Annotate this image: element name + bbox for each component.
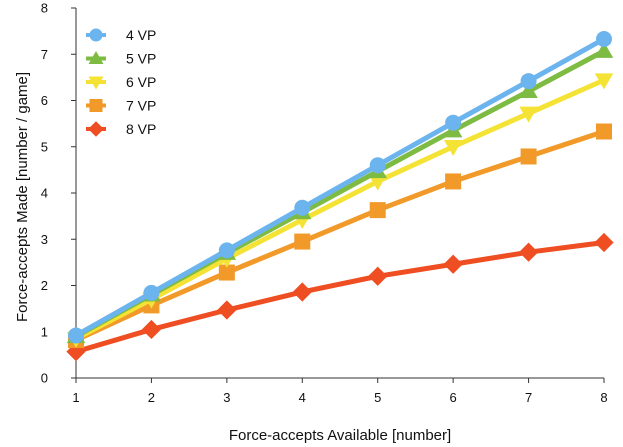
data-point-7-vp <box>294 233 311 250</box>
x-tick-labels: 1 2 3 4 5 6 7 8 <box>72 378 608 405</box>
legend-item-7-vp: 7 VP <box>86 98 156 114</box>
data-point-6-vp <box>519 106 538 123</box>
data-point-4-vp <box>369 157 386 174</box>
legend-label: 4 VP <box>126 27 156 43</box>
data-point-4-vp <box>445 114 462 131</box>
series-line-4-vp <box>73 36 607 338</box>
data-point-4-vp <box>596 30 612 47</box>
data-point-4-vp <box>218 242 235 259</box>
y-tick-label: 3 <box>41 232 48 247</box>
data-point-6-vp <box>443 139 463 156</box>
data-point-6-vp <box>368 174 387 191</box>
series-line-7-vp <box>73 128 607 343</box>
data-point-8-vp <box>66 342 86 362</box>
data-point-7-vp <box>520 148 537 165</box>
data-point-7-vp <box>445 173 462 190</box>
legend-item-6-vp: 6 VP <box>86 74 156 90</box>
data-point-4-vp <box>143 284 160 301</box>
legend-marker-7-vp <box>89 99 103 112</box>
x-tick-label: 5 <box>374 390 381 405</box>
data-point-7-vp <box>369 202 386 219</box>
x-tick-label: 3 <box>223 390 230 405</box>
data-point-8-vp <box>594 232 614 253</box>
data-point-5-vp <box>519 82 538 99</box>
data-point-7-vp <box>218 264 235 281</box>
y-tick-label: 6 <box>41 93 48 108</box>
x-tick-label: 4 <box>299 390 306 405</box>
legend-marker-6-vp <box>88 76 104 90</box>
legend-marker-8-vp <box>88 121 104 137</box>
x-tick-label: 7 <box>525 390 532 405</box>
data-point-8-vp <box>217 300 237 320</box>
x-tick-label: 2 <box>148 390 155 405</box>
y-tick-label: 4 <box>41 186 48 201</box>
series-7-vp <box>68 123 612 349</box>
legend-item-8-vp: 8 VP <box>86 121 156 137</box>
legend-marker-5-vp <box>88 51 104 65</box>
data-point-8-vp <box>518 242 539 262</box>
legend-label: 8 VP <box>126 121 156 137</box>
data-point-4-vp <box>520 73 537 90</box>
legend-marker-4-vp <box>89 28 103 42</box>
y-tick-labels: 0 1 2 3 4 5 6 7 8 <box>41 1 76 386</box>
y-axis-title: Force-accepts Made [number / game] <box>14 72 31 322</box>
data-point-8-vp <box>368 266 388 286</box>
legend-label: 6 VP <box>126 74 156 90</box>
legend-item-4-vp: 4 VP <box>86 27 156 43</box>
series-layer <box>66 30 614 362</box>
data-point-5-vp <box>594 41 614 58</box>
data-point-4-vp <box>294 199 311 216</box>
y-tick-label: 5 <box>41 139 48 154</box>
x-tick-label: 6 <box>450 390 457 405</box>
y-tick-label: 8 <box>41 1 48 16</box>
y-tick-label: 1 <box>41 324 48 339</box>
data-point-8-vp <box>292 282 312 302</box>
legend: 4 VP 5 VP 6 VP 7 VP 8 VP <box>86 27 156 137</box>
series-4-vp <box>68 30 612 344</box>
x-axis-title: Force-accepts Available [number] <box>229 427 451 444</box>
legend-label: 7 VP <box>126 98 156 114</box>
x-tick-label: 8 <box>600 390 607 405</box>
data-point-8-vp <box>443 254 463 274</box>
data-point-4-vp <box>68 327 84 344</box>
x-tick-label: 1 <box>72 390 79 405</box>
data-point-6-vp <box>594 73 614 90</box>
series-8-vp <box>66 232 614 362</box>
data-point-8-vp <box>141 319 162 340</box>
legend-label: 5 VP <box>126 51 156 67</box>
legend-item-5-vp: 5 VP <box>86 51 156 67</box>
y-tick-label: 7 <box>41 47 48 62</box>
series-line-8-vp <box>73 239 607 355</box>
y-tick-label: 0 <box>41 371 48 386</box>
y-tick-label: 2 <box>41 278 48 293</box>
data-point-7-vp <box>596 123 612 140</box>
series-line-6-vp <box>73 77 607 342</box>
